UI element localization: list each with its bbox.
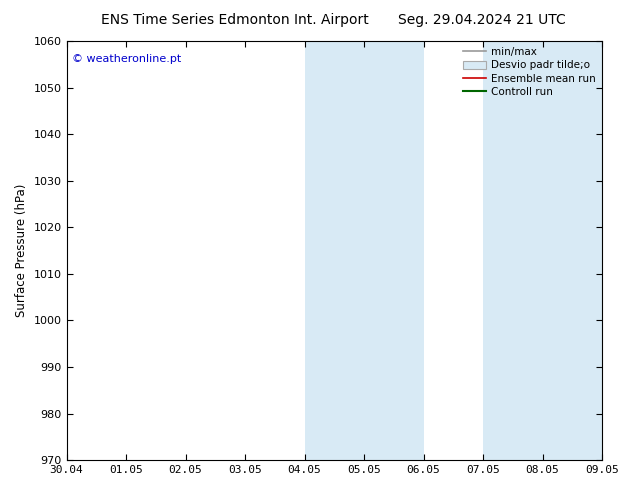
Legend: min/max, Desvio padr tilde;o, Ensemble mean run, Controll run: min/max, Desvio padr tilde;o, Ensemble m…: [459, 43, 600, 101]
Bar: [483, 41, 543, 460]
Text: Seg. 29.04.2024 21 UTC: Seg. 29.04.2024 21 UTC: [398, 13, 566, 27]
Text: © weatheronline.pt: © weatheronline.pt: [72, 53, 181, 64]
Bar: [543, 41, 602, 460]
Y-axis label: Surface Pressure (hPa): Surface Pressure (hPa): [15, 184, 28, 318]
Text: ENS Time Series Edmonton Int. Airport: ENS Time Series Edmonton Int. Airport: [101, 13, 368, 27]
Bar: [304, 41, 364, 460]
Bar: [364, 41, 424, 460]
